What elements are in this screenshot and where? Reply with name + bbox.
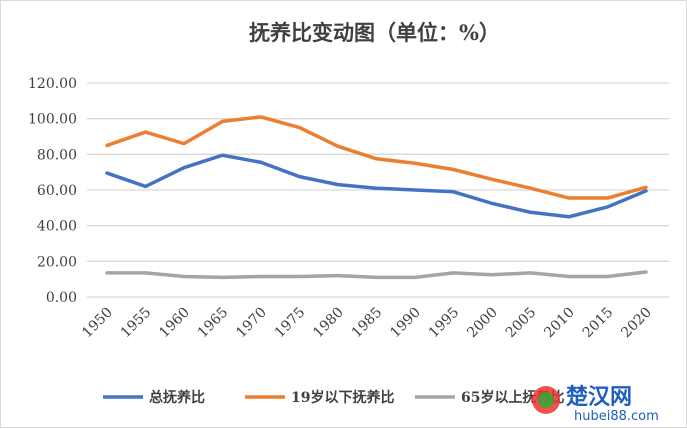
x-tick-label: 1995 [426, 305, 463, 342]
y-tick-label: 20.00 [37, 254, 77, 270]
x-tick-label: 2005 [503, 305, 540, 342]
y-tick-label: 120.00 [28, 76, 77, 92]
x-tick-label: 1970 [233, 305, 270, 342]
series-line-1 [107, 117, 646, 198]
y-tick-label: 40.00 [37, 219, 77, 235]
x-tick-label: 2015 [580, 305, 617, 342]
x-tick-label: 2020 [618, 305, 655, 342]
y-tick-label: 60.00 [37, 183, 77, 199]
watermark-text: 楚汉网 [566, 385, 632, 410]
x-tick-label: 2000 [464, 305, 501, 342]
x-tick-label: 1965 [195, 305, 232, 342]
x-tick-label: 1950 [79, 305, 116, 342]
series-line-0 [107, 155, 646, 217]
y-tick-label: 100.00 [28, 112, 77, 128]
legend-label-0: 总抚养比 [149, 389, 205, 406]
y-tick-label: 80.00 [37, 147, 77, 163]
watermark-logo: 楚汉网 hubei88.com [528, 378, 678, 423]
x-tick-label: 1955 [118, 305, 155, 342]
series-line-2 [107, 272, 646, 277]
x-tick-label: 1980 [310, 305, 347, 342]
x-tick-label: 1985 [349, 305, 386, 342]
y-tick-label: 0.00 [46, 290, 77, 306]
x-tick-label: 1960 [156, 305, 193, 342]
x-tick-label: 1990 [387, 305, 424, 342]
x-tick-label: 2010 [541, 305, 578, 342]
watermark-url: hubei88.com [574, 409, 659, 423]
x-tick-label: 1975 [272, 305, 309, 342]
legend-label-1: 19岁以下抚养比 [291, 389, 394, 406]
